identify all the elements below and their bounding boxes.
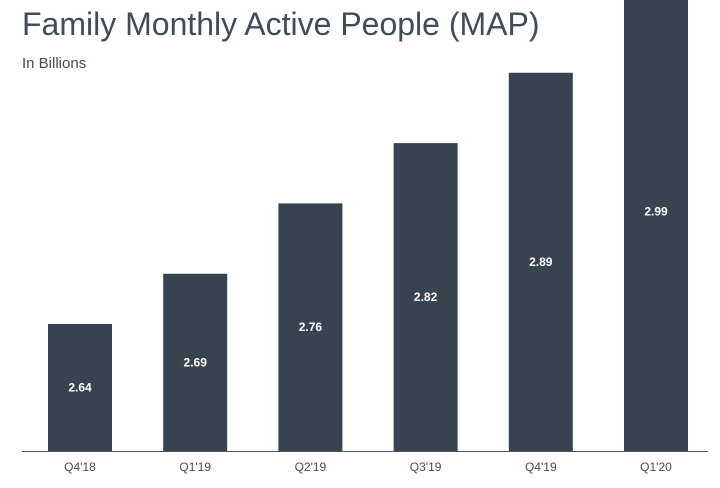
x-tick-label: Q4'19 [525, 460, 557, 474]
bar-Q4'18 [48, 324, 112, 451]
data-label: 2.82 [414, 290, 438, 304]
x-tick-label: Q1'19 [179, 460, 211, 474]
chart-title: Family Monthly Active People (MAP) [22, 6, 540, 42]
bar-Q1'20 [624, 0, 688, 451]
bars-group [48, 0, 688, 451]
bar-Q4'19 [508, 72, 573, 451]
x-tick-labels-group: Q4'18 Q1'19 Q2'19 Q3'19 Q4'19 Q1'20 [64, 460, 672, 474]
data-labels-group: 2.64 2.69 2.76 2.82 2.89 2.99 [68, 205, 668, 395]
data-label: 2.89 [529, 255, 553, 269]
chart-subtitle: In Billions [22, 55, 87, 72]
bar-Q1'19 [163, 273, 228, 451]
data-label: 2.76 [299, 320, 323, 334]
data-label: 2.69 [184, 355, 208, 369]
x-tick-label: Q2'19 [295, 460, 327, 474]
bar-Q3'19 [393, 143, 458, 451]
data-label: 2.64 [68, 381, 92, 395]
x-tick-label: Q3'19 [410, 460, 442, 474]
data-label: 2.99 [644, 205, 668, 219]
x-tick-label: Q1'20 [640, 460, 672, 474]
bar-Q2'19 [278, 203, 343, 451]
x-tick-label: Q4'18 [64, 460, 96, 474]
